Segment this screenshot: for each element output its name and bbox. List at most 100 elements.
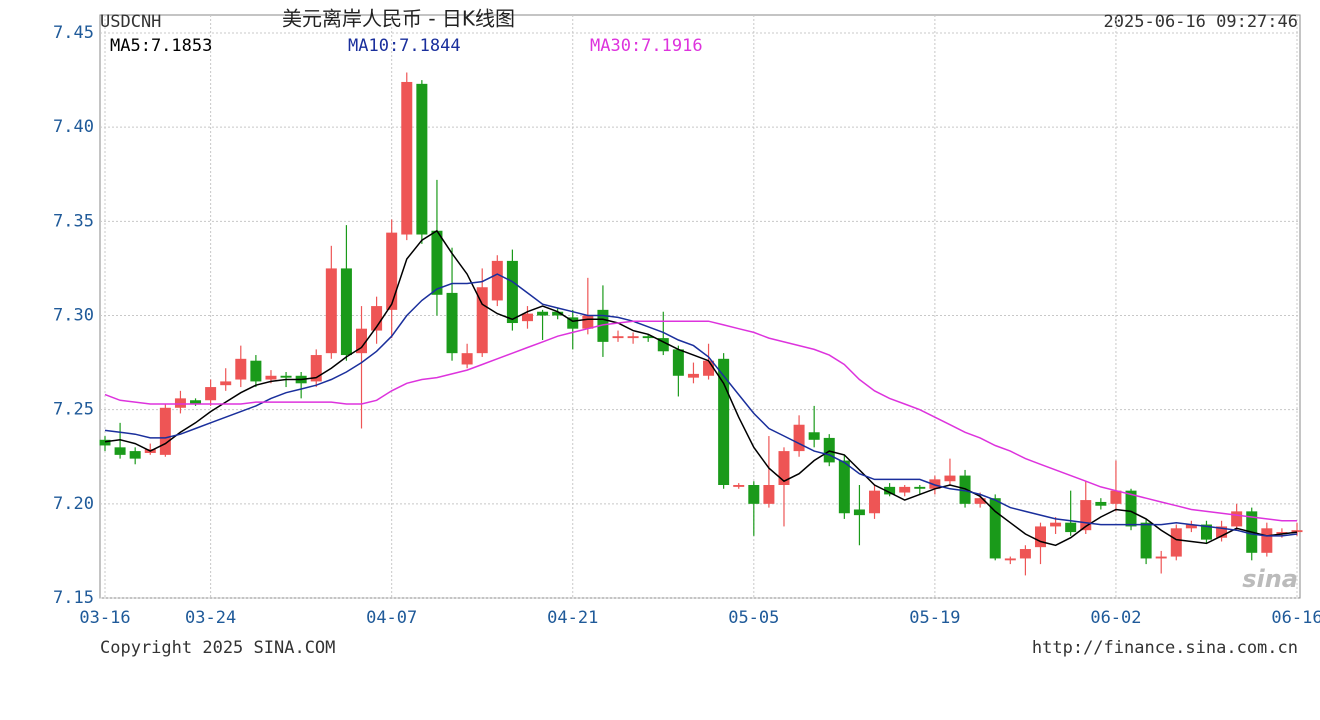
candle-body <box>265 375 277 380</box>
candle-body <box>1004 558 1016 561</box>
candle-body <box>129 451 141 459</box>
candle-body <box>310 355 322 382</box>
candle-body <box>672 349 684 376</box>
candle-body <box>914 486 926 489</box>
candle-body <box>567 317 579 329</box>
y-tick-label: 7.20 <box>53 494 94 514</box>
candle-body <box>99 439 111 446</box>
candle-body <box>190 400 202 405</box>
candle-body <box>1019 549 1031 559</box>
watermark: sina <box>1242 565 1298 593</box>
x-tick-label: 03-24 <box>185 608 236 628</box>
symbol: USDCNH <box>100 12 161 32</box>
candle-body <box>552 311 564 316</box>
x-tick-label: 05-05 <box>728 608 779 628</box>
candle-body <box>340 268 352 356</box>
candle-body <box>431 230 443 295</box>
candle-body <box>1065 522 1077 533</box>
candle-body <box>718 358 730 485</box>
candle-body <box>733 485 745 487</box>
candle-body <box>1095 501 1107 506</box>
candle-body <box>612 336 624 339</box>
y-tick-label: 7.45 <box>53 23 94 43</box>
candle-body <box>989 498 1001 559</box>
candle-body <box>416 83 428 235</box>
candle-body <box>853 509 865 516</box>
y-tick-label: 7.15 <box>53 588 94 608</box>
ma-line <box>104 229 1298 547</box>
candle-body <box>657 338 669 352</box>
candle-body <box>476 287 488 354</box>
candle-body <box>114 447 126 455</box>
y-tick-label: 7.30 <box>53 306 94 326</box>
candle-body <box>778 451 790 485</box>
candle-body <box>1140 522 1152 559</box>
candle-body <box>1276 532 1288 534</box>
candle-body <box>823 437 835 463</box>
candle-body <box>159 407 171 455</box>
candle-body <box>1170 528 1182 557</box>
candle-body <box>506 260 518 324</box>
candle-body <box>1291 530 1303 533</box>
candle-body <box>1050 522 1062 527</box>
candle-body <box>1200 524 1212 540</box>
candle-body <box>205 387 217 401</box>
x-tick-label: 04-07 <box>366 608 417 628</box>
candle-body <box>944 475 956 482</box>
plot-frame <box>99 14 1301 599</box>
candle-body <box>250 360 262 382</box>
legend-entry: MA10:7.1844 <box>348 36 461 56</box>
y-tick-label: 7.40 <box>53 117 94 137</box>
x-tick-label: 06-16 <box>1271 608 1320 628</box>
candle-body <box>597 309 609 342</box>
candle-body <box>748 485 760 504</box>
candle-body <box>356 328 368 354</box>
candle-body <box>491 260 503 301</box>
candle-body <box>1231 511 1243 527</box>
candle-body <box>974 498 986 504</box>
candle-body <box>884 486 896 495</box>
candle-body <box>1034 526 1046 548</box>
candle-body <box>386 232 398 310</box>
candle-body <box>1110 490 1122 504</box>
candle-body <box>537 311 549 316</box>
candle-body <box>838 460 850 514</box>
candle-body <box>808 432 820 440</box>
candle-body <box>461 353 473 365</box>
x-tick-label: 06-02 <box>1090 608 1141 628</box>
candle-body <box>959 475 971 504</box>
candle-body <box>1155 556 1167 559</box>
x-tick-label: 04-21 <box>547 608 598 628</box>
candle-body <box>1080 500 1092 531</box>
candle-body <box>235 358 247 380</box>
source-url: http://finance.sina.com.cn <box>1032 638 1298 658</box>
candle-body <box>929 479 941 489</box>
x-tick-label: 03-16 <box>79 608 130 628</box>
timestamp: 2025-06-16 09:27:46 <box>1104 12 1298 32</box>
candle-body <box>371 306 383 331</box>
candle-body <box>280 375 292 378</box>
candle-body <box>899 486 911 493</box>
candle-body <box>521 313 533 322</box>
candle-body <box>627 336 639 339</box>
chart-title: 美元离岸人民币 - 日K线图 <box>282 7 515 31</box>
candle-body <box>1216 526 1228 538</box>
candle-body <box>1261 528 1273 553</box>
candle-body <box>582 315 594 329</box>
candle-body <box>642 336 654 339</box>
ma-line <box>104 273 1298 537</box>
copyright: Copyright 2025 SINA.COM <box>100 638 335 658</box>
candle-body <box>869 490 881 514</box>
legend-entry: MA30:7.1916 <box>590 36 703 56</box>
candle-body <box>763 485 775 504</box>
candle-body <box>174 398 186 408</box>
candle-body <box>793 424 805 452</box>
x-tick-label: 05-19 <box>909 608 960 628</box>
legend-entry: MA5:7.1853 <box>110 36 212 56</box>
candle-body <box>401 81 413 235</box>
ma-line <box>104 320 1297 522</box>
candle-body <box>325 268 337 354</box>
y-tick-label: 7.25 <box>53 400 94 420</box>
y-tick-label: 7.35 <box>53 211 94 231</box>
